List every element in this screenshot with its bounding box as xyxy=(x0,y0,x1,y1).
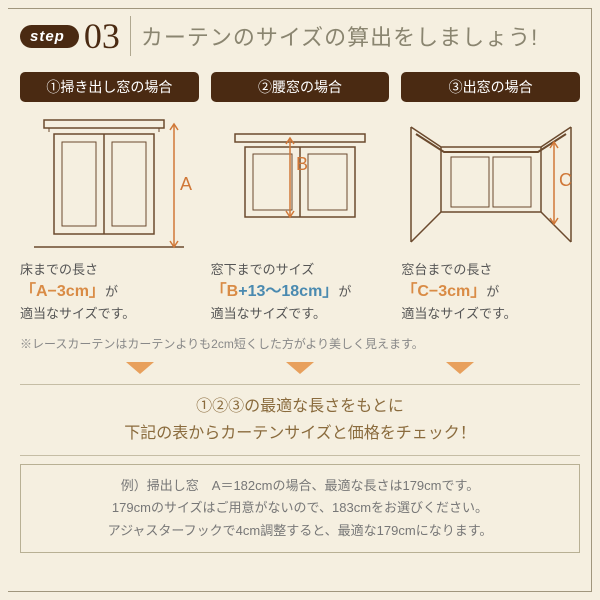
down-arrow-icon xyxy=(126,362,154,374)
example-l3: アジャスターフックで4cm調整すると、最適な179cmになります。 xyxy=(108,523,493,538)
letter-c: C xyxy=(559,170,572,190)
col2-header: ②腰窓の場合 xyxy=(211,72,390,102)
arrows-row xyxy=(20,362,580,374)
caption-2: 窓下までのサイズ 「B+13～18cm」が 適当なサイズです。 xyxy=(211,260,390,323)
mid-instruction: ①②③の最適な長さをもとに 下記の表からカーテンサイズと価格をチェック！ xyxy=(20,384,580,456)
step-pill: step xyxy=(20,25,79,48)
cap1-pre: 床までの長さ xyxy=(20,262,98,277)
column-3: ③出窓の場合 C 窓台まで xyxy=(401,72,580,323)
example-l2: 179cmのサイズはご用意がないので、183cmをお選びください。 xyxy=(112,500,488,515)
divider xyxy=(130,16,131,56)
header: step 03 カーテンのサイズの算出をしましょう! xyxy=(20,15,580,57)
column-2: ②腰窓の場合 B 窓下までのサイズ 「B+13～18cm」が 適当なサイズです。 xyxy=(211,72,390,323)
letter-b: B xyxy=(296,154,308,174)
example-l1: 例）掃出し窓 A＝182cmの場合、最適な長さは179cmです。 xyxy=(121,478,479,493)
letter-a: A xyxy=(180,174,192,194)
cap2-pre: 窓下までのサイズ xyxy=(211,262,315,277)
lace-note: ※レースカーテンはカーテンよりも2cm短くした方がより美しく見えます。 xyxy=(20,335,580,352)
formula-c: 「C−3cm」 xyxy=(401,283,486,300)
diagram-c: C xyxy=(401,112,580,252)
diagram-a: A xyxy=(20,112,199,252)
col3-header: ③出窓の場合 xyxy=(401,72,580,102)
mid-line1: ①②③の最適な長さをもとに xyxy=(196,398,404,415)
col1-header: ①掃き出し窓の場合 xyxy=(20,72,199,102)
columns: ①掃き出し窓の場合 A 床までの長さ 「A−3cm xyxy=(20,72,580,323)
mid-line2: 下記の表からカーテンサイズと価格をチェック！ xyxy=(124,425,476,442)
caption-1: 床までの長さ 「A−3cm」が 適当なサイズです。 xyxy=(20,260,199,323)
diagram-b: B xyxy=(211,112,390,252)
column-1: ①掃き出し窓の場合 A 床までの長さ 「A−3cm xyxy=(20,72,199,323)
step-number: 03 xyxy=(84,15,120,57)
example-box: 例）掃出し窓 A＝182cmの場合、最適な長さは179cmです。 179cmのサ… xyxy=(20,464,580,552)
formula-a: 「A−3cm」 xyxy=(20,283,105,300)
formula-b: 「B+13～18cm」 xyxy=(211,283,339,300)
down-arrow-icon xyxy=(446,362,474,374)
page-title: カーテンのサイズの算出をしましょう! xyxy=(141,20,538,52)
caption-3: 窓台までの長さ 「C−3cm」が 適当なサイズです。 xyxy=(401,260,580,323)
cap3-pre: 窓台までの長さ xyxy=(401,262,492,277)
down-arrow-icon xyxy=(286,362,314,374)
